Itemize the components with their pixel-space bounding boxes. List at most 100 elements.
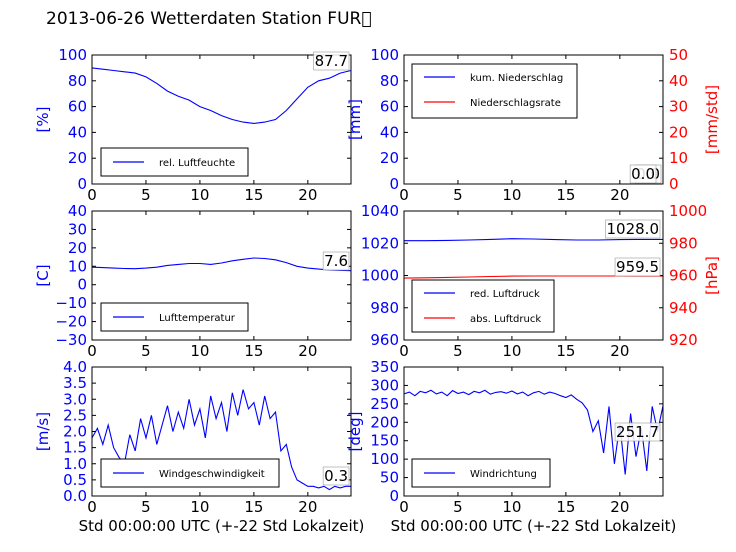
y-axis-label: [C] [34,264,52,286]
y2-tick-label: 30 [669,98,688,116]
current-value-label-text: 251.7 [616,423,659,441]
x-tick-label: 0 [399,342,409,360]
y-tick-label: 30 [68,220,87,238]
y-tick-label: 250 [370,395,399,413]
y-tick-label: −10 [55,294,87,312]
current-value-label-2-text: 959.5 [616,258,659,276]
x-tick-label: 5 [453,186,463,204]
x-tick-label: 10 [190,186,209,204]
x-axis-label: Std 00:00:00 UTC (+-22 Std Lokalzeit) [391,517,677,535]
y-tick-label: −30 [55,331,87,349]
y-tick-label: 0 [77,276,87,294]
current-value-label: 87.7 [313,51,350,71]
x-tick-label: 20 [610,186,629,204]
x-tick-label: 20 [610,498,629,516]
x-tick-label: 15 [244,498,263,516]
current-value-label-box [605,219,661,239]
current-value-label: 7.6 [322,251,350,271]
series-line-2 [403,275,663,279]
y-tick-label: 80 [380,72,399,90]
current-value-label-box [322,251,350,271]
y-tick-label: 150 [370,432,399,450]
current-value-label-box [322,466,350,486]
chart-panel-4: 0 5 10 15 20 960 980 1000 1020 1040 920 940 960 980 10… [361,202,721,360]
page-title: 2013-06-26 Wetterdaten Station FUR  [46,9,372,29]
y-tick-label: −20 [55,313,87,331]
y-tick-label: 1.0 [63,455,87,473]
x-tick-label: 0 [87,498,97,516]
current-value-label-box [614,422,661,442]
y-axis-label: [m/s] [34,412,52,451]
current-value-label: 251.7 [614,422,661,442]
y2-tick-label: 940 [669,299,698,317]
y-tick-label: 2.5 [63,406,87,424]
y-tick-label: 20 [380,149,399,167]
y-tick-label: 0.0 [63,487,87,505]
x-tick-label: 20 [298,498,317,516]
x-tick-label: 10 [190,498,209,516]
x-tick-label: 5 [141,186,151,204]
y-tick-label: 20 [68,149,87,167]
y-tick-label: 1000 [361,267,399,285]
series-line-1 [404,238,663,242]
legend: Windrichtung [411,458,551,488]
y-tick-label: 20 [68,239,87,257]
legend-label: abs. Luftdruck [470,314,541,325]
series-line-1 [91,67,352,124]
legend: Windgeschwindigkeit [100,458,280,488]
x-tick-label: 10 [190,342,209,360]
series-line-1 [91,389,351,491]
x-tick-label: 5 [453,498,463,516]
y-tick-label: 60 [380,98,399,116]
x-tick-label: 10 [502,186,521,204]
y2-tick-label: 1000 [669,202,707,220]
x-tick-label: 15 [556,498,575,516]
current-value-label-2-text: 0.0 [631,165,655,183]
series-line-1 [91,257,352,272]
legend-label: Niederschlagsrate [470,98,561,109]
current-value-label: 1028.0 [605,219,661,239]
x-tick-label: 20 [298,342,317,360]
y-tick-label: 1020 [361,234,399,252]
current-value-label-text: 7.6 [324,252,348,270]
y-tick-label: 3.0 [63,390,87,408]
x-axis-label: Std 00:00:00 UTC (+-22 Std Lokalzeit) [79,517,365,535]
x-tick-label: 10 [502,342,521,360]
chart-panel-2: 0 5 10 15 20 0 20 40 60 80 100 0 10 20 30 40 50 [mm] [mm/s… [346,46,721,204]
plot-frame [91,210,352,341]
y-axis-label: [%] [34,107,52,133]
y-tick-label: 40 [68,202,87,220]
legend-label: red. Luftdruck [470,289,540,300]
x-tick-label: 0 [399,498,409,516]
x-tick-label: 15 [556,186,575,204]
current-value-label-box [313,51,350,71]
y-tick-label: 200 [370,413,399,431]
y2-axis-label: [hPa] [703,256,721,295]
y-tick-label: 3.5 [63,374,87,392]
x-tick-label: 0 [87,342,97,360]
current-value-label: 0.3 [322,466,350,486]
y-tick-label: 100 [370,450,399,468]
legend: rel. Luftfeuchte [100,147,249,177]
current-value-label-text: 0.3 [324,467,348,485]
x-tick-label: 0 [399,186,409,204]
x-tick-label: 10 [502,498,521,516]
y-tick-label: 2.0 [63,423,87,441]
x-tick-label: 5 [141,498,151,516]
plot-frame [91,54,352,185]
y-tick-label: 100 [370,46,399,64]
y-tick-label: 80 [68,72,87,90]
y-tick-label: 0.5 [63,471,87,489]
legend-label: kum. Niederschlag [470,73,563,84]
chart-panel-3: 0 5 10 15 20−30−20−10010203040[C]Lufttempera… [34,202,352,360]
legend: kum. Niederschlag Niederschlagsrate [411,63,578,119]
y2-tick-label: 50 [669,46,688,64]
current-value-label-2: 959.5 [614,257,661,277]
current-value-label-2-box [629,164,657,184]
legend: red. Luftdruck abs. Luftdruck [411,279,555,333]
y2-tick-label: 0 [669,175,679,193]
y-tick-label: 4.0 [63,358,87,376]
chart-panel-5: 0 5 10 15 20 0.00.51.01.52.02.53.03.54.0 [m/s]… [34,358,364,535]
